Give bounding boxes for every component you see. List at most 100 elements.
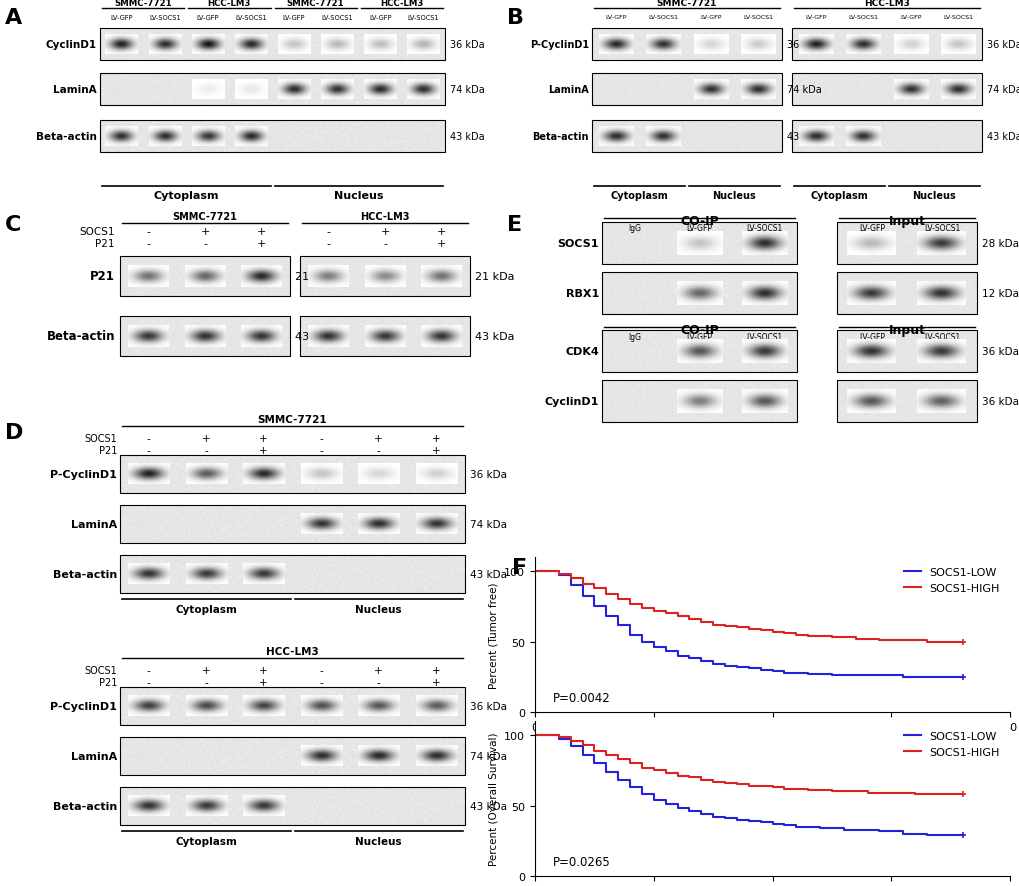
- Text: -: -: [319, 433, 323, 444]
- Text: 43 kDa: 43 kDa: [294, 331, 334, 342]
- Text: SMMC-7721: SMMC-7721: [258, 415, 327, 424]
- Text: LV-SOCS1: LV-SOCS1: [321, 15, 353, 21]
- Text: 36 kDa: 36 kDa: [981, 346, 1018, 356]
- Text: -: -: [319, 446, 323, 455]
- Text: LV-GFP: LV-GFP: [604, 15, 626, 20]
- Text: P21: P21: [99, 446, 117, 455]
- Text: -: -: [146, 227, 150, 237]
- Text: +: +: [436, 238, 446, 249]
- Text: 36 kDa: 36 kDa: [449, 40, 484, 50]
- Text: LV-GFP: LV-GFP: [686, 224, 712, 233]
- Text: LV-SOCS1: LV-SOCS1: [923, 332, 959, 342]
- Text: HCC-LM3: HCC-LM3: [360, 212, 410, 222]
- Text: 43 kDa: 43 kDa: [470, 801, 506, 811]
- Text: IgG: IgG: [628, 224, 640, 233]
- Text: E: E: [506, 214, 522, 235]
- SOCS1-LOW: [742, 816, 754, 827]
- Text: C: C: [5, 214, 21, 235]
- SOCS1-LOW: [920, 830, 932, 841]
- Text: LV-SOCS1: LV-SOCS1: [648, 15, 678, 20]
- Text: -: -: [147, 433, 151, 444]
- Text: 43 kDa: 43 kDa: [986, 132, 1019, 142]
- Text: -: -: [204, 446, 208, 455]
- Text: CO-IP: CO-IP: [680, 214, 718, 228]
- Text: Beta-actin: Beta-actin: [532, 132, 588, 142]
- Text: -: -: [319, 677, 323, 688]
- SOCS1-HIGH: [896, 788, 908, 798]
- Text: LV-SOCS1: LV-SOCS1: [743, 15, 772, 20]
- Text: Cytoplasm: Cytoplasm: [175, 604, 237, 614]
- Text: CO-IP: CO-IP: [680, 323, 718, 337]
- Text: LV-GFP: LV-GFP: [369, 15, 391, 21]
- Text: Nucleus: Nucleus: [912, 190, 956, 201]
- Bar: [120, 455, 465, 494]
- Text: A: A: [5, 8, 22, 28]
- Text: Nucleus: Nucleus: [355, 604, 401, 614]
- SOCS1-HIGH: [956, 636, 968, 647]
- SOCS1-LOW: [956, 672, 968, 682]
- Text: +: +: [374, 433, 383, 444]
- Text: +: +: [259, 665, 268, 675]
- Text: +: +: [257, 227, 266, 237]
- Bar: [837, 273, 976, 315]
- Text: F: F: [512, 557, 527, 577]
- Bar: [837, 222, 976, 265]
- Text: CDK4: CDK4: [565, 346, 598, 356]
- Text: RBX1: RBX1: [566, 289, 598, 299]
- Text: LV-GFP: LV-GFP: [804, 15, 825, 20]
- Text: LV-SOCS1: LV-SOCS1: [149, 15, 180, 21]
- Bar: [100, 74, 444, 106]
- Text: Beta-actin: Beta-actin: [53, 801, 117, 811]
- Text: +: +: [259, 677, 268, 688]
- Text: Nucleus: Nucleus: [355, 836, 401, 846]
- Text: P-CyclinD1: P-CyclinD1: [50, 470, 117, 479]
- SOCS1-LOW: [920, 828, 932, 839]
- Text: HCC-LM3: HCC-LM3: [208, 0, 251, 8]
- Text: CyclinD1: CyclinD1: [544, 397, 598, 407]
- Text: P=0.0042: P=0.0042: [552, 691, 610, 704]
- Text: 74 kDa: 74 kDa: [787, 85, 821, 95]
- Text: Beta-actin: Beta-actin: [36, 132, 97, 142]
- Bar: [120, 257, 289, 297]
- Bar: [120, 688, 465, 725]
- Bar: [100, 120, 444, 152]
- Text: LV-GFP: LV-GFP: [858, 332, 884, 342]
- SOCS1-LOW: [884, 826, 897, 836]
- Text: 74 kDa: 74 kDa: [470, 519, 506, 530]
- Text: +: +: [257, 238, 266, 249]
- Text: LaminA: LaminA: [70, 519, 117, 530]
- Line: SOCS1-LOW: SOCS1-LOW: [535, 735, 962, 835]
- Text: SOCS1: SOCS1: [79, 227, 115, 237]
- Bar: [591, 29, 782, 61]
- Text: P-CyclinD1: P-CyclinD1: [50, 701, 117, 711]
- Text: P-CyclinD1: P-CyclinD1: [529, 40, 588, 50]
- Text: CyclinD1: CyclinD1: [46, 40, 97, 50]
- Text: SOCS1: SOCS1: [557, 238, 598, 249]
- SOCS1-HIGH: [742, 624, 754, 634]
- Text: Beta-actin: Beta-actin: [53, 570, 117, 579]
- Text: D: D: [5, 423, 23, 442]
- Bar: [100, 29, 444, 61]
- Bar: [837, 330, 976, 373]
- Text: IgG: IgG: [628, 332, 640, 342]
- SOCS1-LOW: [896, 672, 908, 682]
- Text: Cytoplasm: Cytoplasm: [153, 190, 219, 201]
- Text: P21: P21: [90, 270, 115, 284]
- Bar: [791, 74, 981, 106]
- SOCS1-LOW: [920, 672, 932, 682]
- Text: -: -: [382, 238, 386, 249]
- Text: +: +: [259, 446, 268, 455]
- Text: HCC-LM3: HCC-LM3: [863, 0, 909, 8]
- Text: SMMC-7721: SMMC-7721: [114, 0, 172, 8]
- SOCS1-HIGH: [742, 781, 754, 791]
- Text: LV-GFP: LV-GFP: [699, 15, 720, 20]
- Text: SMMC-7721: SMMC-7721: [286, 0, 344, 8]
- Text: P21: P21: [99, 677, 117, 688]
- Text: Nucleus: Nucleus: [712, 190, 756, 201]
- Bar: [601, 273, 796, 315]
- SOCS1-HIGH: [671, 611, 683, 622]
- Text: Nucleus: Nucleus: [333, 190, 383, 201]
- SOCS1-LOW: [884, 671, 897, 681]
- Text: +: +: [431, 677, 440, 688]
- SOCS1-LOW: [624, 629, 636, 640]
